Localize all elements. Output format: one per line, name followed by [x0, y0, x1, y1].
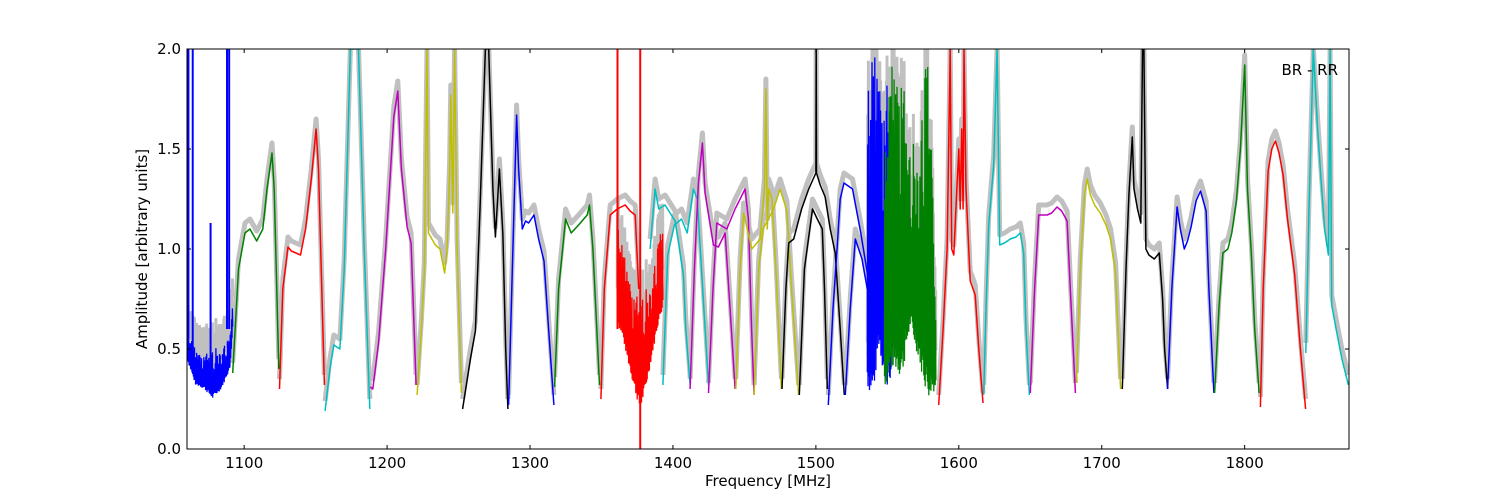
- series-subband-cyan-2: [649, 188, 691, 386]
- x-tick-label: 1600: [940, 454, 978, 472]
- series-subband-cyan-4: [982, 49, 1031, 396]
- series-subband-black-3: [798, 208, 829, 396]
- y-axis-label: Amplitude [arbitrary units]: [133, 149, 151, 349]
- x-tick-label: 1200: [368, 454, 406, 472]
- series-subband-red-2: [600, 204, 640, 400]
- series-subband-yellow-3: [753, 188, 800, 396]
- series-subband-magenta-4: [1029, 206, 1077, 394]
- series-subband-blue-4: [1166, 190, 1215, 394]
- series-subband-green-1: [231, 152, 280, 374]
- series-subband-red-1: [278, 128, 326, 390]
- y-tick-label: 2.0: [157, 40, 181, 58]
- series-subband-blue-2: [827, 182, 871, 406]
- series-subband-green-2: [553, 204, 601, 388]
- y-tick-label: 0.0: [157, 440, 181, 458]
- x-tick-label: 1100: [225, 454, 263, 472]
- series-layer: [187, 49, 1349, 449]
- series-subband-blue-3: [844, 238, 869, 396]
- series-subband-cyan-3: [662, 188, 710, 386]
- series-subband-cyan-1: [324, 49, 371, 412]
- raw-subband-magenta-1: [368, 78, 419, 382]
- annotation-label: BR - RR: [1281, 61, 1338, 79]
- y-tick-label: 0.5: [157, 340, 181, 358]
- x-tick-label: 1500: [797, 454, 835, 472]
- y-tick-label: 1.0: [157, 240, 181, 258]
- series-noisy-blue-1: [187, 308, 234, 398]
- series-subband-yellow-1: [416, 49, 463, 396]
- raw-subband-black-2: [779, 49, 847, 386]
- series-subband-yellow-4: [1075, 178, 1122, 390]
- x-tick-label: 1800: [1226, 454, 1264, 472]
- series-subband-green-3: [1213, 64, 1260, 394]
- series-subband-red-4: [1259, 140, 1307, 410]
- y-tick-label: 1.5: [157, 140, 181, 158]
- raw-subband-cyan-4: [981, 49, 1032, 386]
- x-axis-label: Frequency [MHz]: [705, 472, 831, 490]
- series-subband-magenta-3: [707, 188, 755, 396]
- series-subband-black-1: [461, 49, 509, 410]
- raw-subband-red-2: [598, 192, 642, 390]
- x-tick-label: 1700: [1083, 454, 1121, 472]
- series-subband-red-3: [937, 49, 984, 406]
- x-tick-label: 1300: [511, 454, 549, 472]
- raw-subband-green-2: [552, 192, 602, 378]
- series-subband-cyan-5: [1305, 49, 1349, 386]
- y-axis: 0.0 0.5 1.0 1.5 2.0: [157, 40, 1349, 458]
- series-subband-black-2: [781, 49, 846, 396]
- series-subband-blue-1: [507, 114, 555, 406]
- series-subband-magenta-2: [689, 142, 736, 390]
- series-subband-black-4: [1121, 49, 1169, 390]
- series-subband-magenta-1: [369, 90, 417, 390]
- x-axis: 1100 1200 1300 1400 1500 1600 1700 1800: [225, 49, 1264, 472]
- x-tick-label: 1400: [654, 454, 692, 472]
- series-noisy-green-1: [883, 66, 937, 396]
